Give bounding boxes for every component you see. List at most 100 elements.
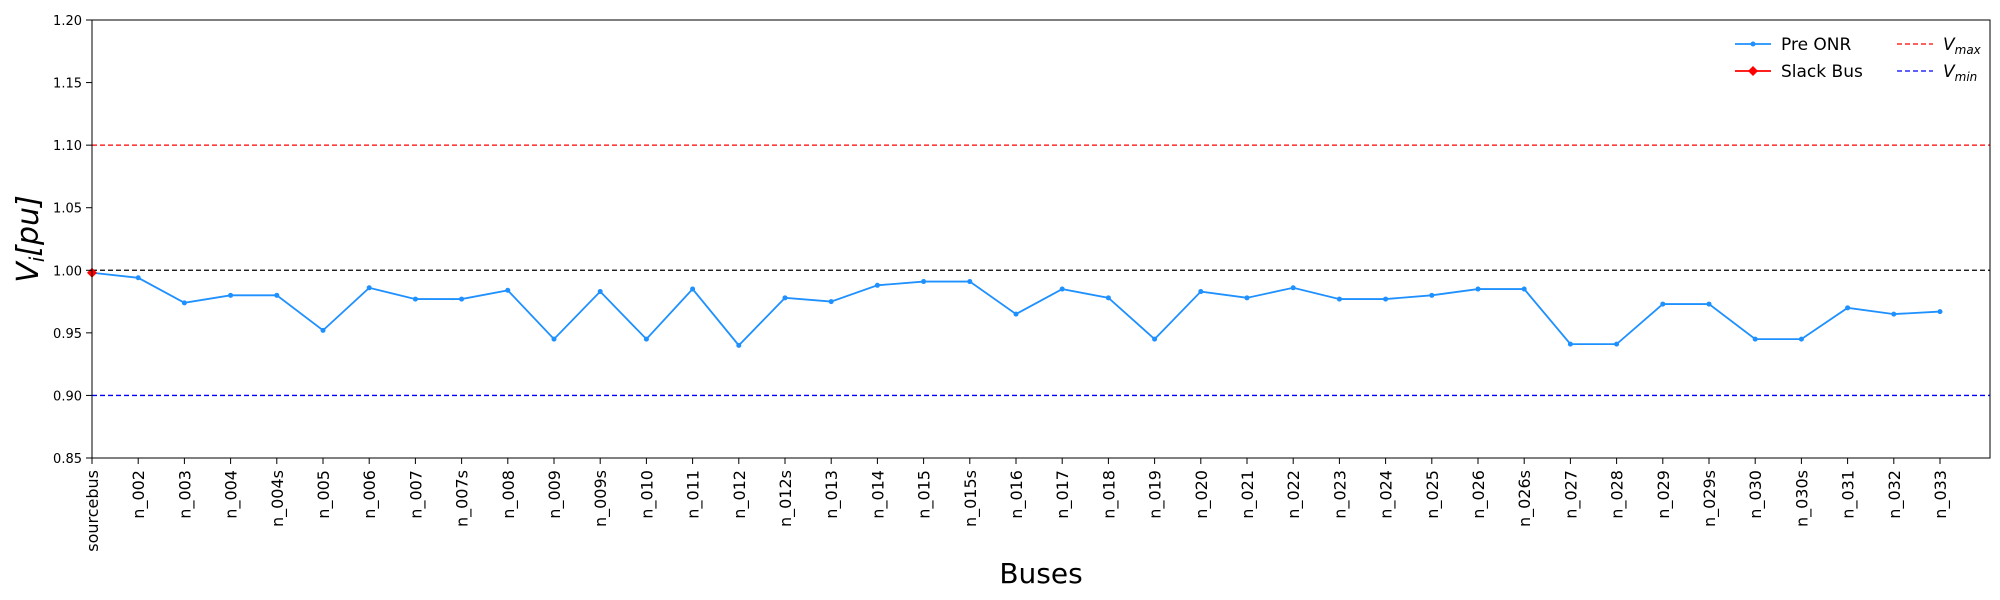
x-tick-label: n_024: [1377, 470, 1397, 519]
data-point-pre-onr: [1845, 305, 1851, 311]
y-tick-label: 1.10: [53, 139, 82, 154]
y-axis-title-sub: i: [25, 256, 49, 262]
data-point-pre-onr: [1891, 311, 1897, 317]
y-axis: 0.85 0.90 0.95 1.00 1.05 1.10 1.15 1.20: [53, 14, 92, 467]
y-tick-label: 1.20: [53, 14, 82, 29]
data-point-pre-onr: [505, 287, 511, 293]
y-tick-label: 0.85: [53, 452, 82, 467]
data-point-pre-onr: [1244, 295, 1250, 301]
x-tick-label: n_033: [1931, 470, 1951, 519]
data-point-pre-onr: [320, 327, 326, 333]
data-point-pre-onr: [1013, 311, 1019, 317]
legend-marker-pre-onr: [1750, 41, 1756, 47]
data-point-pre-onr: [1614, 341, 1620, 347]
x-tick-label: n_004: [222, 470, 242, 519]
x-tick-label: n_030s: [1792, 470, 1812, 527]
data-point-pre-onr: [690, 286, 696, 292]
data-point-pre-onr: [1336, 296, 1342, 302]
series-line-pre-onr: [91, 271, 1941, 347]
y-tick-label: 1.15: [53, 77, 82, 92]
data-point-pre-onr: [1059, 286, 1065, 292]
y-tick-label: 0.90: [53, 389, 82, 404]
legend-label-pre-onr: Pre ONR: [1781, 35, 1852, 55]
data-point-pre-onr: [228, 292, 234, 298]
x-tick-label: n_009: [545, 470, 565, 519]
y-axis-title-unit: [pu]: [11, 195, 46, 256]
data-point-pre-onr: [1752, 336, 1758, 342]
legend-label-v-min: Vmin: [1943, 62, 1977, 84]
data-point-pre-onr: [1429, 292, 1435, 298]
series-layer: [87, 267, 1943, 348]
y-axis-title-main: V: [11, 260, 46, 283]
x-tick-label: n_026s: [1515, 470, 1535, 527]
y-tick-label: 1.05: [53, 202, 82, 217]
x-tick-label: n_003: [175, 470, 195, 519]
x-tick-label: n_026: [1469, 470, 1489, 519]
data-point-pre-onr: [1198, 289, 1204, 295]
x-tick-label: n_029s: [1700, 470, 1720, 527]
data-point-pre-onr: [1660, 301, 1666, 307]
data-point-pre-onr: [459, 296, 465, 302]
x-tick-label: n_012: [730, 470, 750, 519]
legend-marker-slack-bus: [1748, 66, 1758, 76]
x-tick-label: n_025: [1423, 470, 1443, 519]
x-tick-label: n_013: [822, 470, 842, 519]
data-point-pre-onr: [274, 292, 280, 298]
data-point-pre-onr: [967, 279, 973, 285]
legend-label-v-max: Vmax: [1943, 35, 1982, 57]
x-tick-label: n_010: [637, 470, 657, 519]
x-tick-label: n_032: [1885, 470, 1905, 519]
data-point-pre-onr: [828, 299, 834, 305]
x-tick-label: n_027: [1561, 470, 1581, 519]
data-point-pre-onr: [1937, 309, 1943, 315]
data-point-pre-onr: [1798, 336, 1804, 342]
x-tick-label: n_015s: [961, 470, 981, 527]
reference-lines: [92, 144, 1990, 397]
x-tick-label: n_009s: [591, 470, 611, 527]
y-axis-title: Vi[pu]: [11, 195, 49, 283]
x-tick-label: n_023: [1330, 470, 1350, 519]
x-tick-label: n_015: [915, 470, 935, 519]
data-point-pre-onr: [736, 342, 742, 348]
x-tick-label: n_007: [406, 470, 426, 519]
data-point-pre-onr: [1383, 296, 1389, 302]
data-point-pre-onr: [1152, 336, 1158, 342]
x-tick-label: n_017: [1053, 470, 1073, 519]
legend-label-slack-bus: Slack Bus: [1781, 62, 1863, 82]
x-tick-label: n_011: [684, 470, 704, 519]
x-tick-label: n_022: [1284, 470, 1304, 519]
x-axis: sourcebus n_002 n_003 n_004 n_004s n_005 n_006…: [83, 458, 1951, 552]
data-point-pre-onr: [412, 296, 418, 302]
x-tick-label: n_006: [360, 470, 380, 519]
x-tick-label: n_018: [1099, 470, 1119, 519]
x-tick-label: n_028: [1608, 470, 1628, 519]
x-tick-label: n_014: [868, 470, 888, 519]
x-tick-label: n_031: [1839, 470, 1859, 519]
data-point-pre-onr: [643, 336, 649, 342]
data-point-pre-onr: [1521, 286, 1527, 292]
data-point-pre-onr: [1105, 295, 1111, 301]
x-tick-label: n_029: [1654, 470, 1674, 519]
data-point-pre-onr: [597, 289, 603, 295]
x-tick-label: n_005: [314, 470, 334, 519]
data-point-pre-onr: [874, 282, 880, 288]
data-point-pre-onr: [921, 279, 927, 285]
plot-frame: [91, 19, 1991, 459]
x-tick-label: n_008: [499, 470, 519, 519]
x-tick-label: n_020: [1192, 470, 1212, 519]
x-tick-label: n_012s: [776, 470, 796, 527]
x-tick-label: n_021: [1238, 470, 1258, 519]
x-tick-label: n_004s: [268, 470, 288, 527]
legend: Pre ONR Slack Bus Vmax Vmin: [1735, 35, 1982, 84]
data-point-pre-onr: [181, 300, 187, 306]
data-point-pre-onr: [135, 275, 141, 281]
x-tick-label: n_019: [1146, 470, 1166, 519]
y-tick-label: 0.95: [53, 327, 82, 342]
data-point-pre-onr: [782, 295, 788, 301]
x-tick-label: n_007s: [453, 470, 473, 527]
x-tick-label: sourcebus: [83, 470, 102, 552]
y-tick-label: 1.00: [53, 264, 82, 279]
data-point-pre-onr: [366, 285, 372, 291]
x-tick-label: n_002: [129, 470, 149, 519]
